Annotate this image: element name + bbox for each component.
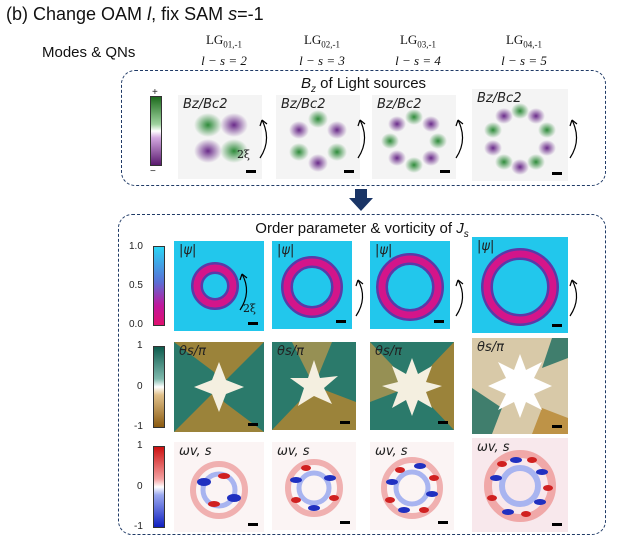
- scale-bar: [248, 322, 258, 325]
- scale-bar: [246, 170, 256, 173]
- bz-pattern-1: [178, 95, 262, 179]
- theta-tick-mid: 0: [137, 381, 143, 392]
- omega-pattern-4: [472, 438, 568, 532]
- psi-label-2: |ψ|: [277, 243, 295, 258]
- theta-tick-top: 1: [137, 340, 143, 351]
- bz-tile-1: Bz/Bc2 2ξ: [178, 95, 262, 179]
- omega-tile-3: ωv, s: [370, 442, 454, 530]
- rotation-arrow-icon: [569, 119, 578, 159]
- theta-pattern-1: [174, 342, 264, 432]
- bz-label-4: Bz/Bc2: [477, 91, 522, 106]
- psi-tick-top: 1.0: [129, 241, 143, 252]
- theta-pattern-3: [370, 342, 454, 430]
- column-header-1: LG01,-1 l − s = 2: [201, 32, 247, 68]
- scale-bar: [552, 172, 562, 175]
- scale-bar: [248, 423, 258, 426]
- theta-colorbar: [153, 346, 165, 428]
- psi-tile-4: |ψ|: [472, 237, 568, 333]
- theta-tile-3: θs/π: [370, 342, 454, 430]
- rotation-arrow-icon: [355, 279, 364, 317]
- scale-bar: [336, 320, 346, 323]
- omega-pattern-2: [272, 442, 356, 530]
- light-source-panel: Bz of Light sources: [121, 70, 606, 186]
- omega-label-3: ωv, s: [375, 444, 408, 459]
- rotation-arrow-icon: [455, 119, 464, 159]
- omega-label-4: ωv, s: [477, 440, 510, 455]
- scale-bar: [438, 421, 448, 424]
- bz-tile-2: Bz/Bc2: [276, 95, 360, 179]
- scale-bar: [552, 324, 562, 327]
- figure-title: (b) Change OAM l, fix SAM s=-1: [6, 4, 264, 24]
- theta-tick-bottom: -1: [134, 421, 143, 432]
- omega-tile-2: ωv, s: [272, 442, 356, 530]
- psi-label-3: |ψ|: [375, 243, 393, 258]
- psi-tick-mid: 0.5: [129, 280, 143, 291]
- omega-colorbar: [153, 446, 165, 528]
- omega-tick-mid: 0: [137, 481, 143, 492]
- psi-ring-2: [281, 256, 343, 318]
- theta-label-1: θs/π: [179, 344, 206, 359]
- theta-tile-4: θs/π: [472, 338, 568, 434]
- bz-colorbar: [150, 96, 162, 166]
- scale-bar: [340, 421, 350, 424]
- bz-label-2: Bz/Bc2: [281, 97, 326, 112]
- column-header-2: LG02,-1 l − s = 3: [299, 32, 345, 68]
- psi-label-1: |ψ|: [179, 243, 197, 258]
- theta-pattern-2: [272, 342, 356, 430]
- rotation-arrow-icon: [569, 279, 578, 317]
- xi-label-bottom: 2ξ: [242, 302, 256, 315]
- rotation-arrow-icon: [259, 119, 268, 159]
- column-header-3: LG03,-1 l − s = 4: [395, 32, 441, 68]
- order-parameter-panel-title: Order parameter & vorticity of Js: [255, 220, 469, 240]
- psi-label-4: |ψ|: [477, 239, 495, 254]
- scale-bar: [552, 523, 562, 526]
- psi-ring-3: [376, 253, 444, 321]
- omega-pattern-3: [370, 442, 454, 530]
- theta-tile-2: θs/π: [272, 342, 356, 430]
- omega-label-2: ωv, s: [277, 444, 310, 459]
- psi-tile-3: |ψ|: [370, 241, 450, 329]
- scale-bar: [248, 523, 258, 526]
- bz-pattern-2: [276, 95, 360, 179]
- psi-tile-2: |ψ|: [272, 241, 352, 329]
- bz-label-1: Bz/Bc2: [183, 97, 228, 112]
- bz-pattern-3: [372, 95, 456, 179]
- rotation-arrow-icon: [357, 119, 366, 159]
- theta-label-2: θs/π: [277, 344, 304, 359]
- bz-pattern-4: [472, 89, 568, 181]
- scale-bar: [344, 170, 354, 173]
- rotation-arrow-icon: [239, 273, 248, 311]
- omega-label-1: ωv, s: [179, 444, 212, 459]
- bz-tile-3: Bz/Bc2: [372, 95, 456, 179]
- down-arrow-icon: [349, 189, 373, 211]
- psi-ring-4: [481, 248, 559, 326]
- theta-label-3: θs/π: [375, 344, 402, 359]
- scale-bar: [438, 521, 448, 524]
- psi-ring-1: [191, 262, 239, 310]
- omega-pattern-1: [174, 442, 264, 532]
- theta-label-4: θs/π: [477, 340, 504, 355]
- bz-label-3: Bz/Bc2: [377, 97, 422, 112]
- xi-label-top: 2ξ: [236, 148, 250, 161]
- omega-tick-top: 1: [137, 440, 143, 451]
- bz-tile-4: Bz/Bc2: [472, 89, 568, 181]
- order-parameter-panel: Order parameter & vorticity of Js: [118, 214, 606, 535]
- theta-tile-1: θs/π: [174, 342, 264, 432]
- colorbar-minus: −: [150, 166, 156, 177]
- scale-bar: [552, 425, 562, 428]
- column-header-4: LG04,-1 l − s = 5: [501, 32, 547, 68]
- psi-tile-1: |ψ| 2ξ: [174, 241, 264, 331]
- modes-label: Modes & QNs: [42, 44, 136, 61]
- omega-tile-4: ωv, s: [472, 438, 568, 532]
- light-source-panel-title: Bz of Light sources: [300, 75, 427, 95]
- scale-bar: [440, 170, 450, 173]
- scale-bar: [434, 320, 444, 323]
- omega-tick-bottom: -1: [134, 521, 143, 532]
- colorbar-plus: +: [152, 87, 158, 98]
- psi-colorbar: [153, 246, 165, 326]
- omega-tile-1: ωv, s: [174, 442, 264, 532]
- rotation-arrow-icon: [455, 279, 464, 317]
- psi-tick-bottom: 0.0: [129, 319, 143, 330]
- scale-bar: [340, 521, 350, 524]
